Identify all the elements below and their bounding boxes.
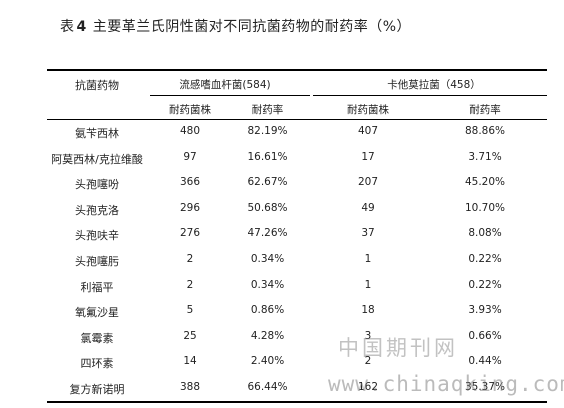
cell-drug: 氧氟沙星 [75,306,119,320]
title-number: 4 [76,19,87,35]
cell-g2-rate: 88.86% [464,125,506,137]
cell-drug: 头孢呋辛 [75,229,119,243]
cell-g1-strains: 296 [179,201,201,214]
cell-drug: 氨苄西林 [75,127,119,140]
cell-g2-strains: 18 [361,304,375,317]
title-prefix: 表 [60,19,75,35]
cell-g1-strains: 366 [179,176,201,189]
cell-g1-strains: 25 [183,329,197,342]
cell-drug: 头孢噻吩 [75,178,119,192]
table-title: 表 4 主要革兰氏阴性菌对不同抗菌药物的耐药率（%） [60,16,411,36]
cell-drug: 复方新诺明 [69,383,125,396]
cell-g1-rate: 0.34% [250,278,285,291]
header-drug: 抗菌药物 [75,79,119,92]
cell-g1-rate: 0.34% [250,253,285,265]
cell-g1-strains: 97 [183,150,197,163]
header-g1-strains: 耐药菌株 [169,104,211,116]
cell-g2-strains: 207 [357,176,379,189]
cell-g1-strains: 2 [186,278,194,291]
cell-g1-rate: 66.44% [247,381,288,393]
cell-g1-rate: 2.40% [250,355,285,368]
cell-g1-rate: 4.28% [250,329,285,342]
watermark-url: www.chinaqking.com [328,372,564,396]
cell-g2-strains: 407 [357,125,379,137]
table-top-rule [47,69,547,71]
cell-g2-strains: 3 [364,329,372,342]
cell-g2-strains: 1 [364,278,372,291]
cell-g1-rate: 16.61% [247,150,288,163]
cell-g1-rate: 0.86% [250,304,285,317]
title-text: 主要革兰氏阴性菌对不同抗菌药物的耐药率（%） [92,19,412,35]
cell-g1-strains: 276 [179,227,201,240]
cell-g2-rate: 10.70% [464,201,506,214]
cell-g2-strains: 49 [361,201,375,214]
cell-drug: 利福平 [80,280,114,294]
cell-g2-rate: 0.44% [468,355,502,368]
cell-g2-strains: 162 [357,381,379,393]
cell-g2-rate: 3.71% [468,150,502,163]
cell-g1-rate: 82.19% [247,125,288,137]
group2-rule [313,95,547,96]
group1-rule [150,95,310,96]
cell-drug: 阿莫西林/克拉维酸 [51,152,143,166]
cell-g1-rate: 50.68% [247,201,288,214]
cell-g2-strains: 17 [361,150,375,163]
cell-g2-rate: 0.22% [468,253,502,265]
cell-g2-rate: 0.66% [468,329,502,342]
cell-g2-strains: 1 [364,253,372,265]
watermark-logo-text: 中国期刊网 [338,336,458,360]
cell-g2-strains: 2 [364,355,372,368]
cell-g2-rate: 0.22% [468,278,502,291]
cell-g2-rate: 35.37% [464,381,506,393]
cell-g1-strains: 480 [179,125,201,137]
cell-g2-rate: 3.93% [468,304,502,317]
cell-g1-strains: 388 [179,381,201,393]
table-bottom-rule [47,401,547,403]
cell-drug: 氯霉素 [80,331,114,345]
cell-g1-rate: 62.67% [247,176,288,189]
cell-g1-strains: 14 [183,355,197,368]
cell-g1-strains: 2 [186,253,194,265]
header-group1: 流感嗜血杆菌(584) [179,79,271,91]
cell-g1-strains: 5 [186,304,194,317]
cell-g1-rate: 47.26% [247,227,288,240]
cell-g2-rate: 8.08% [468,227,502,240]
cell-g2-strains: 37 [361,227,375,240]
header-group2: 卡他莫拉菌（458） [387,79,481,91]
header-g2-rate: 耐药率 [469,104,501,116]
header-bottom-rule [47,119,547,120]
header-g2-strains: 耐药菌株 [347,104,389,116]
cell-drug: 头孢噻肟 [75,255,119,268]
header-g1-rate: 耐药率 [251,104,284,116]
cell-drug: 四环素 [80,357,114,371]
cell-g2-rate: 45.20% [464,176,506,189]
cell-drug: 头孢克洛 [75,203,119,217]
